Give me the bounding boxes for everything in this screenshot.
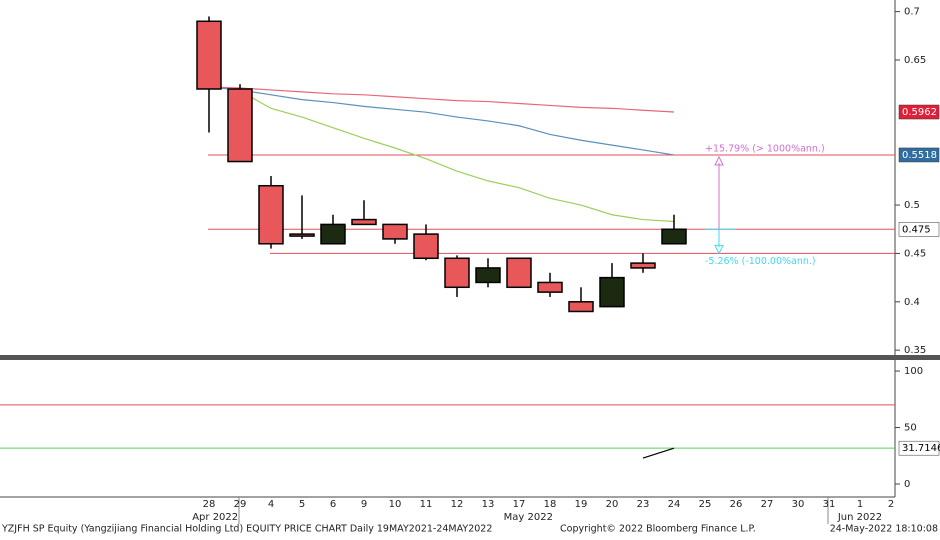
x-tick-label: 13 [482,499,495,510]
series-line [208,86,675,113]
price-tag [898,222,940,237]
candle-body [227,88,253,163]
candle-body [599,276,625,308]
x-tick-label: 29 [234,499,247,510]
price-tag-label: 0.5518 [902,150,937,161]
candle-body [382,223,408,240]
footer-right: 24-May-2022 18:10:08 [830,524,938,535]
series-line [208,86,675,156]
x-tick-label: 27 [761,499,774,510]
candle-body [444,257,470,289]
annotation: -5.26% (-100.00%ann.) [705,256,816,267]
x-tick-label: 20 [606,499,619,510]
pane-divider [0,355,940,360]
y-tick-label: 0.45 [904,248,926,259]
y-tick-label: 50 [904,423,917,434]
x-tick-label: 30 [792,499,805,510]
x-tick-label: 10 [389,499,402,510]
series-line [239,90,675,223]
annotation: +15.79% (> 1000%ann.) [705,143,825,154]
candle-body [413,233,439,260]
candle-body [289,233,315,237]
candle-body [475,267,501,284]
candle-body [630,262,656,269]
y-tick-label: 0 [904,479,910,490]
footer-center: Copyright© 2022 Bloomberg Finance L.P. [560,524,756,535]
arrow-head [714,155,724,166]
price-tag-label: 0.475 [902,224,931,235]
x-tick-label: 23 [637,499,650,510]
x-tick-label: 26 [730,499,743,510]
candle-body [506,257,532,289]
candle-body [196,20,222,90]
candle-body [258,184,284,245]
x-tick-label: 4 [268,499,274,510]
y-tick-label: 0.35 [904,345,926,356]
series-line [642,447,675,459]
candle-body [320,223,346,245]
y-tick-label: 100 [904,366,923,377]
month-label: Apr 2022 [192,512,238,523]
arrow-head [714,244,724,255]
y-tick-label: 0.7 [904,7,920,18]
price-tag [898,440,940,456]
price-tag [898,147,940,163]
x-tick-label: 25 [699,499,712,510]
x-tick-label: 11 [420,499,433,510]
x-tick-label: 18 [544,499,557,510]
price-tag [898,104,940,120]
footer-left: YZJFH SP Equity (Yangzijiang Financial H… [1,524,492,535]
x-tick-label: 1 [857,499,863,510]
price-tag-label: 0.5962 [902,107,937,118]
x-tick-label: 6 [330,499,336,510]
x-tick-label: 12 [451,499,464,510]
candle-body [661,228,687,245]
y-tick-label: 0.4 [904,297,920,308]
x-tick-label: 5 [299,499,305,510]
y-tick-label: 0.65 [904,55,926,66]
candle-body [351,218,377,226]
x-tick-label: 17 [513,499,526,510]
candle-body [537,281,563,293]
x-tick-label: 28 [203,499,216,510]
price-tag-label: 31.7146 [902,443,940,454]
x-tick-label: 2 [888,499,894,510]
x-tick-label: 31 [823,499,836,510]
month-label: May 2022 [504,512,553,523]
x-tick-label: 9 [361,499,367,510]
candle-body [568,301,594,313]
x-tick-label: 19 [575,499,588,510]
y-tick-label: 0.5 [904,200,920,211]
month-label: Jun 2022 [837,512,882,523]
x-tick-label: 24 [668,499,681,510]
